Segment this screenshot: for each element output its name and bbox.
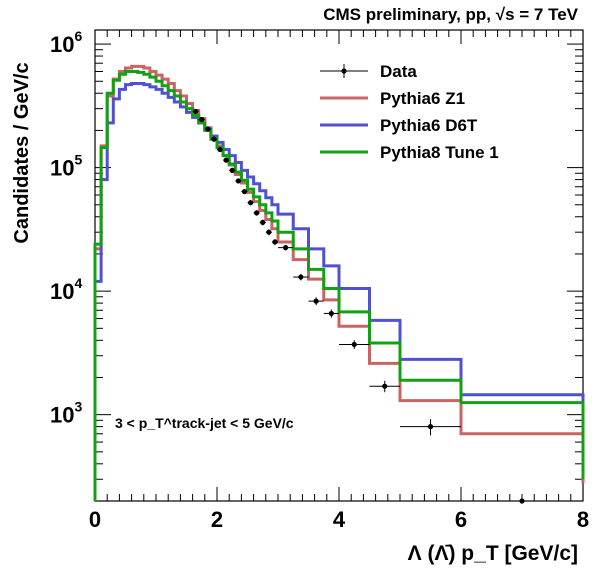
data-point [217,146,224,153]
data-point [210,136,217,142]
data-point [293,273,309,281]
data-point [253,210,260,216]
legend-label: Data [380,62,417,81]
data-point [369,380,400,393]
data-point [259,219,266,226]
data-point [271,239,278,246]
legend-label: Pythia6 D6T [380,116,478,135]
x-tick-label: 0 [89,507,101,532]
data-point [461,498,583,504]
y-tick-labels: 103 104 105 106 [50,28,82,428]
data-point [241,188,248,195]
data-point [323,309,339,318]
legend-entry: Pythia8 Tune 1 [320,143,499,162]
y-tick-label: 103 [50,399,82,428]
data-point [339,340,370,350]
data-point [198,116,205,123]
data-point [229,167,236,173]
data-points [192,108,583,504]
chart-title: CMS preliminary, pp, √s = 7 TeV [323,5,578,24]
y-tick-label: 106 [50,28,82,57]
legend-label: Pythia6 Z1 [380,89,465,108]
data-point [308,297,324,306]
data-point [278,245,294,251]
x-axis-label: Λ (Λ̄) p_T [GeV/c] [408,542,578,565]
data-point [204,126,211,132]
data-point [223,157,230,163]
legend-entry: Pythia6 D6T [320,116,478,135]
x-tick-label: 6 [455,507,467,532]
legend-label: Pythia8 Tune 1 [380,143,499,162]
x-tick-label: 2 [211,507,223,532]
data-point [400,419,461,436]
x-tick-label: 4 [333,507,346,532]
x-tick-label: 8 [577,507,589,532]
data-point [247,200,254,206]
y-axis-label: Candidates / GeV/c [11,62,33,243]
legend-entry: Pythia6 Z1 [320,89,465,108]
data-point [192,108,199,115]
legend-entry: Data [320,62,417,81]
y-tick-label: 104 [50,275,82,304]
x-tick-labels: 0 2 4 6 8 [89,507,589,532]
annotation-text: 3 < p_T^track-jet < 5 GeV/c [115,415,294,431]
legend: Data Pythia6 Z1 Pythia6 D6T Pythia8 Tune 1 [320,62,499,162]
y-tick-label: 105 [50,152,82,181]
data-point [235,178,242,184]
data-point [265,229,272,236]
